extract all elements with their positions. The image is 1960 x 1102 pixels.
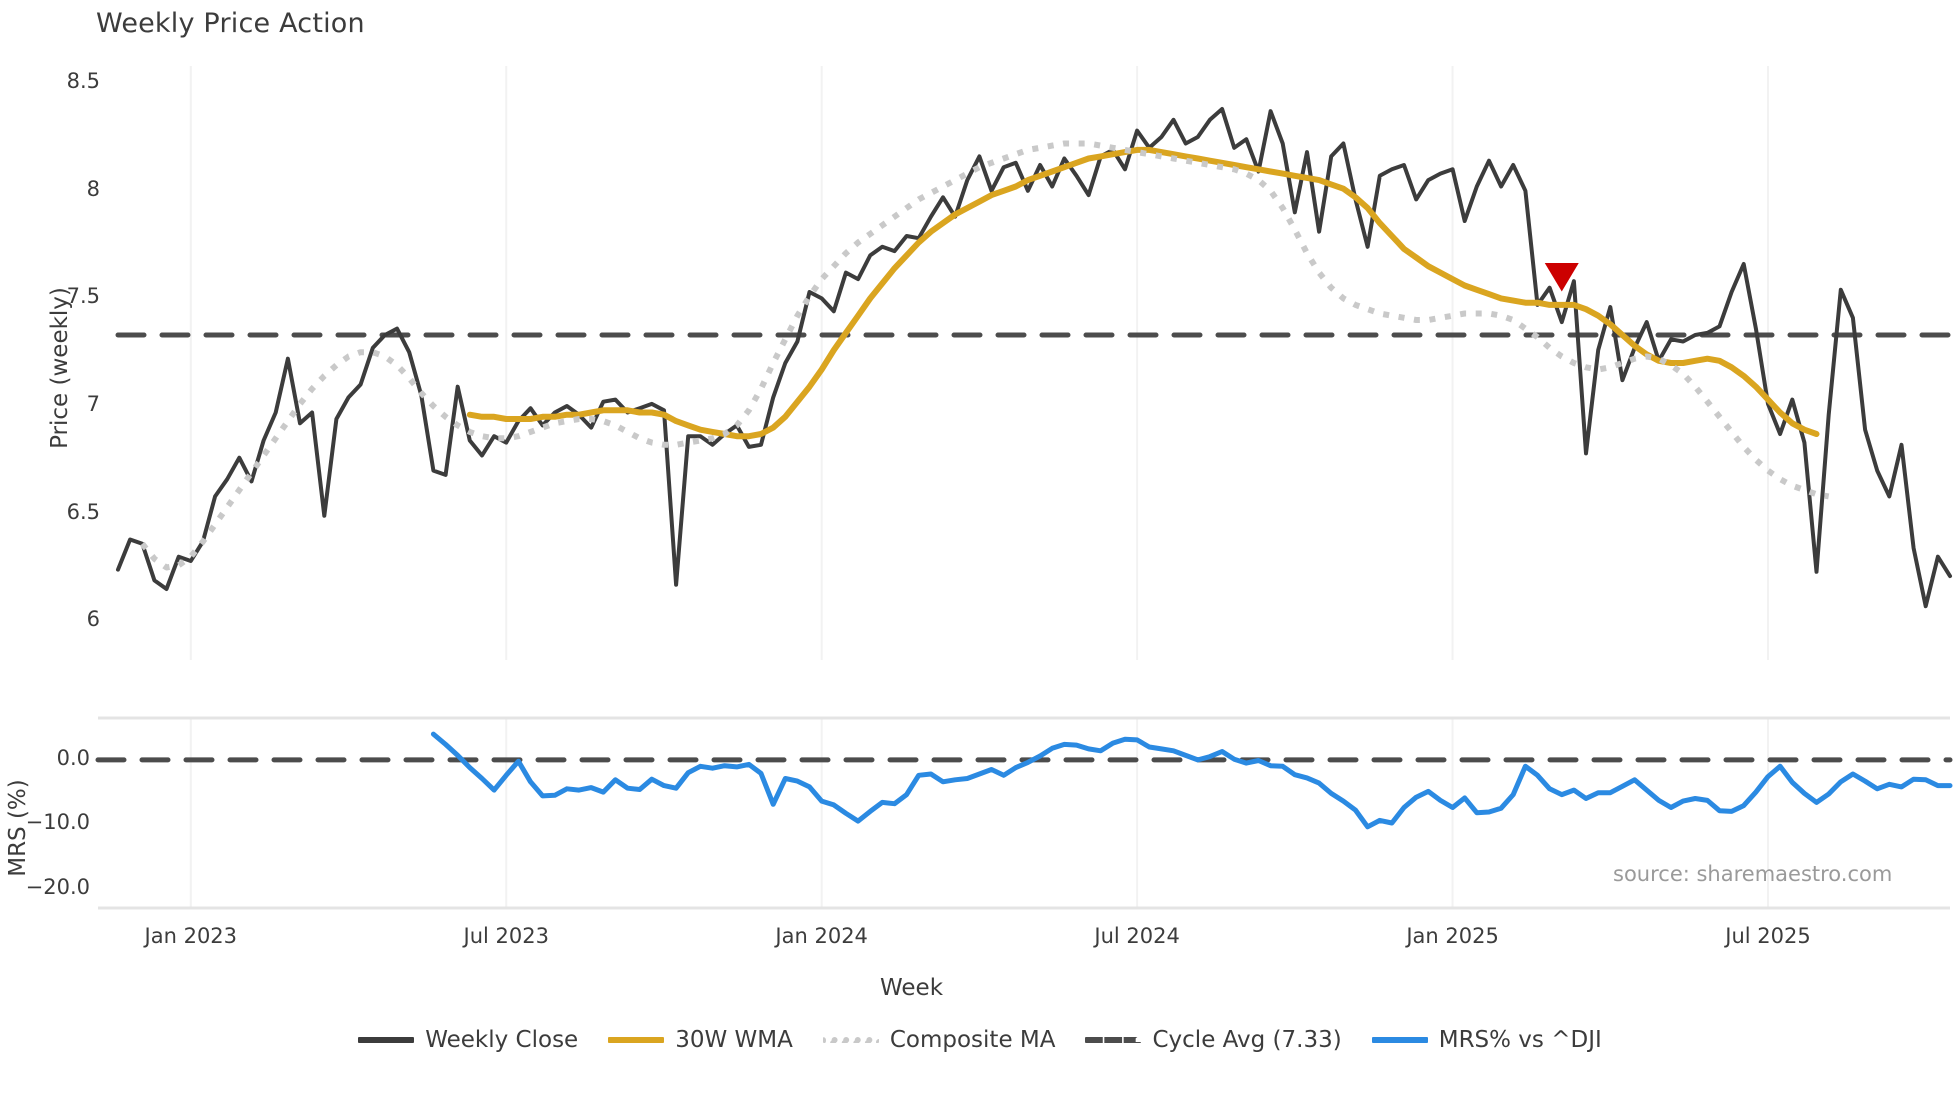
sell-signal-marker xyxy=(1544,262,1579,292)
legend-item[interactable]: 30W WMA xyxy=(608,1027,793,1053)
signal-markers xyxy=(1544,262,1579,292)
series-line xyxy=(466,146,1820,440)
legend-item[interactable]: Composite MA xyxy=(822,1027,1056,1053)
legend-label: 30W WMA xyxy=(675,1027,793,1053)
x-tick: Jul 2023 xyxy=(463,924,549,948)
price-y-tick: 7.5 xyxy=(66,284,100,309)
legend-item[interactable]: Weekly Close xyxy=(358,1027,578,1053)
legend-label: Cycle Avg (7.33) xyxy=(1152,1027,1342,1053)
legend-label: Weekly Close xyxy=(425,1027,579,1053)
x-tick: Jan 2025 xyxy=(1406,924,1499,948)
legend-item[interactable]: Cycle Avg (7.33) xyxy=(1085,1027,1342,1053)
x-tick: Jul 2025 xyxy=(1725,924,1811,948)
x-tick: Jan 2023 xyxy=(144,924,238,948)
series-line xyxy=(116,107,1952,609)
legend-swatch-icon xyxy=(358,1031,415,1049)
legend-label: Composite MA xyxy=(889,1027,1056,1053)
legend-swatch-icon xyxy=(608,1031,665,1049)
mrs-y-tick: 0.0 xyxy=(56,745,90,770)
price-panel-series xyxy=(115,107,1953,609)
chart-title: Weekly Price Action xyxy=(96,8,365,39)
price-y-tick: 6.5 xyxy=(66,499,100,524)
mrs-y-tick: −10.0 xyxy=(25,810,90,835)
source-watermark: source: sharemaestro.com xyxy=(1613,862,1893,886)
legend-item[interactable]: MRS% vs ^DJI xyxy=(1371,1027,1602,1053)
series-line xyxy=(430,731,1953,830)
series-line xyxy=(139,140,1830,571)
legend-swatch-icon xyxy=(1085,1031,1142,1049)
legend-swatch-icon xyxy=(822,1031,879,1049)
legend-swatch-icon xyxy=(1371,1031,1428,1049)
chart-legend: Weekly Close 30W WMA Composite MA Cycle Avg… xyxy=(0,1027,1960,1053)
price-y-tick: 8.5 xyxy=(66,69,100,94)
mrs-y-tick: −20.0 xyxy=(25,874,90,899)
mrs-panel-series xyxy=(95,731,1953,830)
legend-label: MRS% vs ^DJI xyxy=(1438,1027,1602,1053)
price-y-tick: 8 xyxy=(86,176,100,201)
x-tick: Jul 2024 xyxy=(1094,924,1180,948)
gridlines xyxy=(98,66,1950,910)
price-y-tick: 7 xyxy=(86,392,100,417)
price-y-tick: 6 xyxy=(86,607,100,632)
x-axis-label: Week xyxy=(880,975,944,1001)
x-tick: Jan 2024 xyxy=(775,924,868,948)
